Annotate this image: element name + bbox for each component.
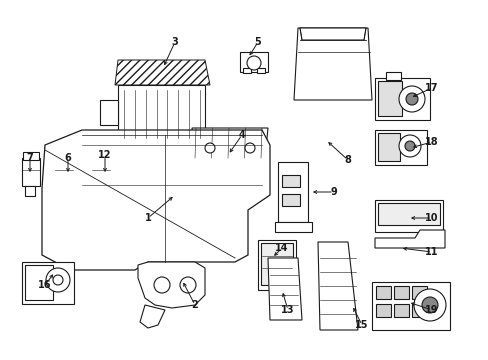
Polygon shape [240,52,267,72]
Polygon shape [100,100,118,125]
Text: 17: 17 [425,83,438,93]
Bar [385,72,400,80]
Polygon shape [274,222,311,232]
Circle shape [413,289,445,321]
Text: 7: 7 [26,153,33,163]
Bar [22,262,74,304]
Polygon shape [317,242,357,330]
Bar [261,243,292,285]
Bar [196,140,203,152]
Bar [164,140,172,152]
Circle shape [398,86,424,112]
Bar [180,140,188,152]
Bar [56,152,72,160]
Bar [411,304,426,317]
Polygon shape [140,305,164,328]
Text: 11: 11 [425,247,438,257]
Bar [375,304,390,317]
Bar [377,203,439,225]
Polygon shape [299,28,365,40]
Polygon shape [278,162,307,222]
Polygon shape [267,258,302,320]
Polygon shape [115,60,209,85]
Bar [23,152,39,160]
Circle shape [180,277,196,293]
Polygon shape [138,262,204,308]
Bar [92,158,110,186]
Bar [411,286,426,299]
Bar [22,158,40,186]
Circle shape [421,297,437,313]
Text: 15: 15 [354,320,368,330]
Polygon shape [192,128,267,158]
Bar [257,68,264,73]
Bar [93,152,109,160]
Circle shape [405,93,417,105]
Bar [393,304,408,317]
Bar [375,286,390,299]
Bar [393,286,408,299]
Bar [55,158,73,186]
Circle shape [53,275,63,285]
Circle shape [404,141,414,151]
Bar [374,78,429,120]
Polygon shape [293,28,371,100]
Text: 6: 6 [64,153,71,163]
Text: 19: 19 [425,305,438,315]
Bar [95,186,105,196]
Bar [58,186,68,196]
Polygon shape [374,230,444,248]
Text: 3: 3 [171,37,178,47]
Bar [118,140,126,152]
Polygon shape [42,130,269,270]
Bar [377,81,401,116]
Text: 8: 8 [344,155,351,165]
Bar [243,68,250,73]
Text: 12: 12 [98,150,112,160]
Circle shape [154,277,170,293]
Text: 13: 13 [281,305,294,315]
Text: 4: 4 [238,130,245,140]
Bar [133,140,142,152]
Circle shape [244,143,254,153]
Text: 16: 16 [38,280,52,290]
Bar [25,186,35,196]
Bar [149,140,157,152]
Text: 9: 9 [330,187,337,197]
Bar [282,194,299,206]
Circle shape [246,56,261,70]
Bar [374,130,426,165]
Text: 14: 14 [275,243,288,253]
Bar [377,133,399,161]
Bar [374,200,442,232]
Circle shape [204,143,215,153]
Text: 10: 10 [425,213,438,223]
Polygon shape [118,85,204,140]
Bar [258,240,295,290]
Text: 1: 1 [144,213,151,223]
Bar [371,282,449,330]
Bar [282,175,299,187]
Circle shape [398,135,420,157]
Text: 2: 2 [191,300,198,310]
Text: 5: 5 [254,37,261,47]
Bar [25,265,53,300]
Circle shape [46,268,70,292]
Text: 18: 18 [425,137,438,147]
